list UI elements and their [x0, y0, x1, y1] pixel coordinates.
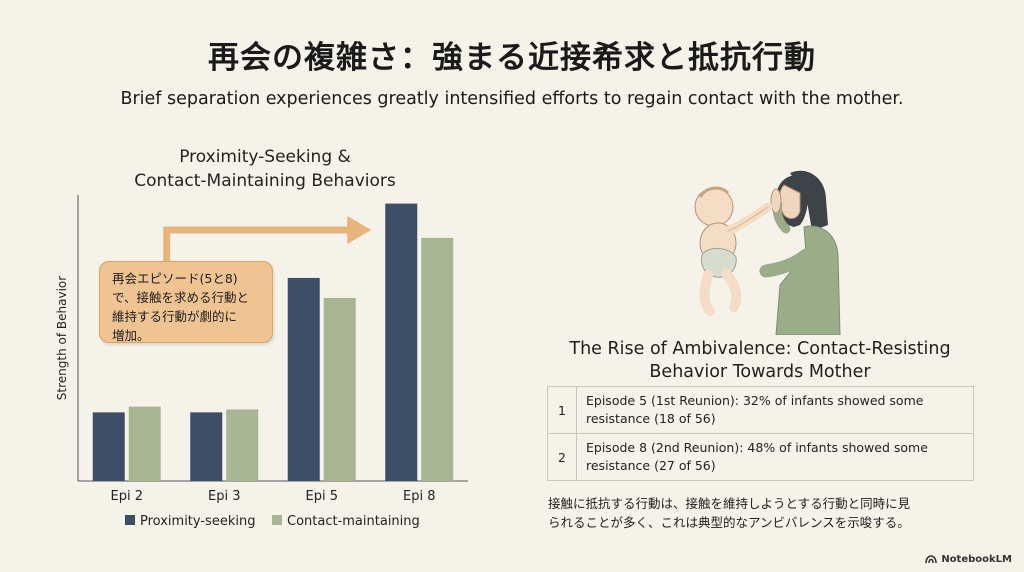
callout-line-1: 再会エピソード(5と8) [112, 271, 238, 286]
row-number: 1 [547, 386, 577, 434]
callout-line-4: 増加。 [112, 328, 150, 343]
legend-swatch-contact [272, 515, 282, 525]
note-line-2: られることが多く、これは典型的なアンビバレンスを示唆する。 [548, 515, 910, 530]
row-text: Episode 8 (2nd Reunion): 48% of infants … [576, 433, 974, 481]
page-subtitle: Brief separation experiences greatly int… [120, 89, 904, 109]
bar-contact-epi-2 [128, 406, 161, 481]
resistance-title-line-2: Behavior Towards Mother [649, 362, 871, 382]
note-line-1: 接触に抵抗する行動は、接触を維持しようとする行動と同時に見 [548, 496, 911, 511]
bar-proximity-epi-5 [287, 277, 320, 481]
legend-label-proximity: Proximity-seeking [140, 514, 255, 529]
chart-title-line-1: Proximity-Seeking & [179, 147, 351, 167]
chart-callout: 再会エピソード(5と8) で、接触を求める行動と 維持する行動が劇的に 増加。 [99, 261, 273, 343]
bar-contact-epi-5 [323, 297, 356, 481]
bar-contact-epi-8 [421, 237, 454, 481]
brand-watermark: NotebookLM [925, 554, 1012, 565]
legend-label-contact: Contact-maintaining [287, 514, 420, 529]
legend-swatch-proximity [125, 515, 135, 525]
mother-reaching-for-infant-illustration [694, 170, 841, 335]
bar-proximity-epi-8 [385, 203, 418, 481]
annotation-arrow-head [347, 216, 372, 244]
ambivalence-note: 接触に抵抗する行動は、接触を維持しようとする行動と同時に見 られることが多く、こ… [548, 494, 988, 532]
behavior-bar-chart: Strength of Behavior Epi 2 Epi 3 Epi 5 Epi 8… [55, 195, 468, 529]
resistance-table: 1 Episode 5 (1st Reunion): 32% of infant… [547, 386, 974, 481]
notebooklm-logo-icon [925, 555, 938, 564]
brand-label: NotebookLM [941, 554, 1012, 565]
row-text: Episode 5 (1st Reunion): 32% of infants … [576, 386, 974, 434]
row-number: 2 [547, 433, 577, 481]
y-axis-label: Strength of Behavior [55, 276, 69, 400]
chart-title: Proximity-Seeking & Contact-Maintaining … [100, 145, 430, 193]
x-tick-label: Epi 3 [208, 489, 240, 504]
bar-contact-epi-3 [226, 409, 259, 481]
annotation-arrow-shaft [163, 226, 350, 262]
bar-proximity-epi-3 [190, 412, 223, 481]
chart-title-line-2: Contact-Maintaining Behaviors [134, 171, 396, 191]
callout-line-2: で、接触を求める行動と [112, 290, 250, 305]
table-row: 2 Episode 8 (2nd Reunion): 48% of infant… [547, 433, 974, 481]
page-title: 再会の複雑さ：強まる近接希求と抵抗行動 [208, 40, 816, 76]
x-tick-label: Epi 5 [306, 489, 338, 504]
resistance-title-line-1: The Rise of Ambivalence: Contact-Resisti… [569, 339, 951, 359]
bar-proximity-epi-2 [92, 412, 125, 481]
table-row: 1 Episode 5 (1st Reunion): 32% of infant… [547, 386, 974, 434]
callout-line-3: 維持する行動が劇的に [112, 309, 238, 324]
x-tick-label: Epi 8 [403, 489, 435, 504]
x-tick-label: Epi 2 [111, 489, 143, 504]
resistance-title: The Rise of Ambivalence: Contact-Resisti… [548, 338, 972, 384]
